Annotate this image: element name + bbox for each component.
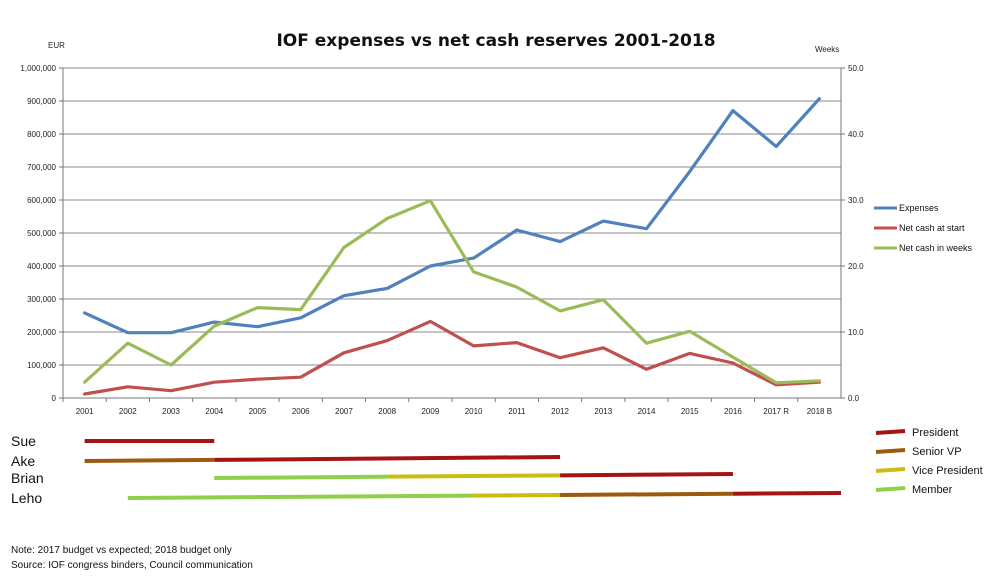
legend-label: Expenses	[899, 203, 939, 213]
x-tick-label: 2015	[681, 407, 699, 416]
x-tick-label: 2005	[249, 407, 267, 416]
tenure-segment	[84, 457, 215, 463]
y-left-tick-label: 300,000	[27, 295, 56, 304]
tenure-segment	[560, 491, 733, 497]
footnote-source: Source: IOF congress binders, Council co…	[11, 560, 253, 571]
right-y-axis: 0.0 10.0 20.0 30.0 40.0 50.0	[841, 64, 864, 403]
role-label: Senior VP	[912, 446, 962, 458]
x-tick-label: 2004	[205, 407, 223, 416]
x-tick-label: 2008	[378, 407, 396, 416]
role-label: Member	[912, 484, 953, 496]
y-left-tick-label: 0	[52, 394, 57, 403]
y-left-tick-label: 700,000	[27, 163, 56, 172]
y-right-tick-label: 0.0	[848, 394, 860, 403]
role-swatch	[875, 467, 906, 473]
legend: Expenses Net cash at start Net cash in wee…	[874, 203, 973, 253]
left-axis-unit: EUR	[48, 41, 65, 50]
right-axis-unit: Weeks	[815, 45, 839, 54]
series-lines	[82, 97, 822, 396]
x-tick-label: 2010	[465, 407, 483, 416]
y-right-tick-label: 50.0	[848, 64, 864, 73]
role-swatch	[875, 429, 906, 435]
x-tick-label: 2001	[76, 407, 94, 416]
y-left-tick-label: 600,000	[27, 196, 56, 205]
person-name: Ake	[11, 453, 35, 469]
person-name: Sue	[11, 433, 36, 449]
left-y-axis: 0 100,000 200,000 300,000 400,000 500,000 600,…	[20, 64, 56, 403]
tenure-segment	[560, 472, 733, 478]
x-tick-label: 2018 B	[807, 407, 832, 416]
x-tick-label: 2007	[335, 407, 353, 416]
y-left-tick-label: 200,000	[27, 328, 56, 337]
chart-title: IOF expenses vs net cash reserves 2001-2…	[276, 31, 715, 51]
x-tick-label: 2006	[292, 407, 310, 416]
y-left-tick-label: 500,000	[27, 229, 56, 238]
y-left-tick-label: 900,000	[27, 97, 56, 106]
role-label: Vice President	[912, 465, 983, 477]
tenure-segment	[473, 492, 561, 498]
tenure-segment	[387, 473, 561, 479]
series-line-net-cash-at-start	[82, 319, 822, 396]
y-right-tick-label: 40.0	[848, 130, 864, 139]
x-tick-label: 2016	[724, 407, 742, 416]
x-tick-label: 2011	[508, 407, 526, 416]
legend-label: Net cash at start	[899, 223, 965, 233]
x-tick-label: 2012	[551, 407, 569, 416]
tenure-segment	[127, 493, 474, 500]
x-tick-label: 2002	[119, 407, 137, 416]
legend-label: Net cash in weeks	[899, 243, 973, 253]
role-label: President	[912, 427, 958, 439]
tenure-segment	[214, 474, 388, 480]
tenure-segment	[214, 455, 561, 462]
x-tick-label: 2003	[162, 407, 180, 416]
y-left-tick-label: 400,000	[27, 262, 56, 271]
x-tick-label: 2013	[594, 407, 612, 416]
tenure-segment	[732, 491, 842, 496]
x-axis: 2001 2002 2003 2004 2005 2006 2007 2008 2009 2010…	[62, 398, 832, 416]
person-name: Brian	[11, 470, 44, 486]
y-left-tick-label: 1,000,000	[20, 64, 56, 73]
y-right-tick-label: 10.0	[848, 328, 864, 337]
x-tick-label: 2009	[421, 407, 439, 416]
role-swatch	[875, 486, 906, 492]
role-legend: President Senior VP Vice President Member	[875, 427, 983, 496]
role-swatch	[875, 448, 906, 454]
y-left-tick-label: 800,000	[27, 130, 56, 139]
footnote-note: Note: 2017 budget vs expected; 2018 budg…	[11, 545, 232, 556]
person-name: Leho	[11, 490, 42, 506]
y-left-tick-label: 100,000	[27, 361, 56, 370]
y-right-tick-label: 30.0	[848, 196, 864, 205]
x-tick-label: 2017 R	[763, 407, 789, 416]
x-tick-label: 2014	[638, 407, 656, 416]
series-line-expenses	[82, 97, 822, 335]
series-line-net-cash-in-weeks	[82, 199, 822, 385]
y-right-tick-label: 20.0	[848, 262, 864, 271]
